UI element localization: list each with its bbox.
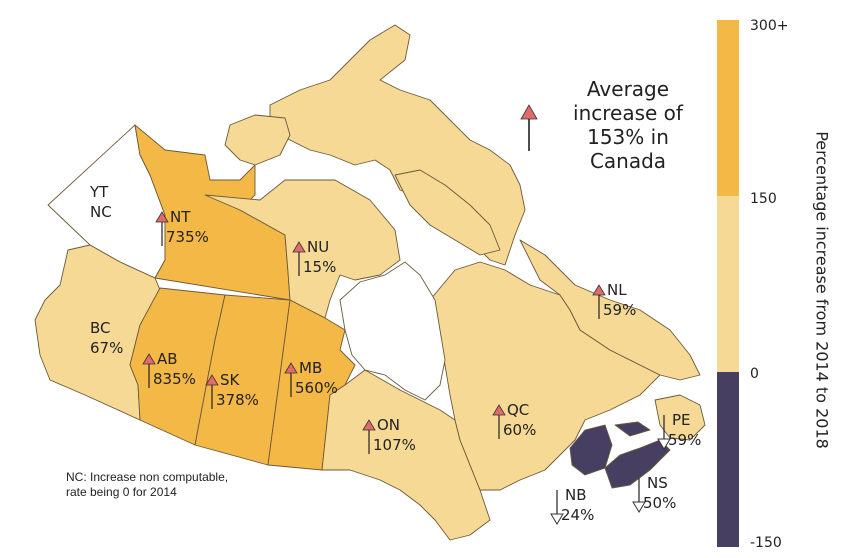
province-value: 835% <box>153 370 196 388</box>
province-value: 24% <box>561 506 594 524</box>
hudson-bay <box>339 261 446 401</box>
province-code: AB <box>157 350 178 368</box>
label-on: ON 107% <box>362 416 416 454</box>
province-value: 378% <box>216 391 259 409</box>
province-value: 67% <box>90 339 123 357</box>
down-arrow-icon <box>657 438 671 450</box>
legend-bin-high <box>717 20 739 196</box>
legend-bin-mid <box>717 196 739 372</box>
label-ns: NS 50% <box>632 474 676 513</box>
label-nt: NT 735% <box>155 208 209 246</box>
legend-color-bar <box>717 20 739 547</box>
up-arrow-icon <box>592 284 606 296</box>
label-bc: BC 67% <box>90 319 123 357</box>
label-sk: SK 378% <box>205 371 259 409</box>
down-arrow-icon <box>632 501 646 513</box>
province-value: 59% <box>603 301 636 319</box>
label-mb: MB 560% <box>284 359 338 397</box>
province-on[interactable] <box>321 369 491 541</box>
province-qc[interactable] <box>429 261 661 491</box>
legend-tick-300: 300+ <box>750 18 789 34</box>
province-code: SK <box>220 371 241 389</box>
province-code: QC <box>507 401 529 419</box>
province-code: NT <box>170 208 191 226</box>
province-value: 15% <box>303 258 336 276</box>
province-value: 50% <box>643 494 676 512</box>
province-pe[interactable] <box>614 421 651 437</box>
label-nb: NB 24% <box>550 486 594 525</box>
province-ns[interactable] <box>604 439 671 489</box>
legend-bin-negative <box>717 372 739 547</box>
summary-up-arrow-icon <box>520 104 538 151</box>
legend-tick-neg150: -150 <box>750 535 782 551</box>
label-yt: YT NC <box>89 183 112 221</box>
province-code: NS <box>647 474 668 492</box>
province-value: 59% <box>668 431 701 449</box>
province-value: 60% <box>503 421 536 439</box>
province-code: YT <box>89 183 109 201</box>
province-value: 107% <box>373 436 416 454</box>
summary-text: Average increase of 153% in Canada <box>573 77 683 173</box>
down-arrow-icon <box>550 513 564 525</box>
province-code: NL <box>607 281 627 299</box>
province-value: 560% <box>295 379 338 397</box>
legend-tick-0: 0 <box>750 366 759 382</box>
province-code: PE <box>672 411 691 429</box>
province-code: NB <box>565 486 587 504</box>
label-nu: NU 15% <box>292 238 336 276</box>
nc-footnote: NC: Increase non computable, rate being … <box>66 470 229 499</box>
baffin-island <box>394 169 501 256</box>
province-code: NU <box>307 238 329 256</box>
province-code: MB <box>299 359 322 377</box>
label-ab: AB 835% <box>142 350 196 388</box>
victoria-island <box>224 114 291 166</box>
legend-tick-150: 150 <box>750 191 777 207</box>
province-nb[interactable] <box>569 424 613 476</box>
province-value: NC <box>90 203 112 221</box>
province-code: BC <box>90 319 111 337</box>
label-qc: QC 60% <box>492 401 536 439</box>
label-pe: PE 59% <box>657 411 701 450</box>
label-nl: NL 59% <box>592 281 636 319</box>
province-code: ON <box>377 416 400 434</box>
province-nl-island[interactable] <box>654 394 706 441</box>
province-value: 735% <box>166 228 209 246</box>
legend-title: Percentage increase from 2014 to 2018 <box>812 131 832 449</box>
